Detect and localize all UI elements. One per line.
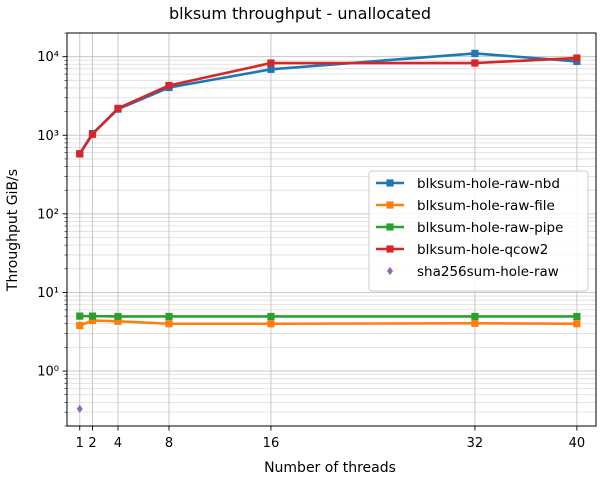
legend-label: sha256sum-hole-raw <box>417 264 559 280</box>
legend-label: blksum-hole-raw-file <box>417 198 555 214</box>
data-point <box>88 130 97 138</box>
ticks: 10⁰ 10¹ 10² 10³ 10⁴ 1 2 4 8 16 32 40 <box>37 32 586 451</box>
series-sha256sum-hole-raw <box>76 404 83 414</box>
series-blksum-hole-raw-nbd <box>76 49 581 158</box>
data-point <box>114 317 122 325</box>
data-point <box>471 319 479 327</box>
series-layer <box>76 49 581 414</box>
data-point <box>267 312 275 321</box>
data-point <box>88 316 97 325</box>
legend-label: blksum-hole-raw-pipe <box>417 220 563 236</box>
data-point <box>471 312 479 321</box>
y-tick-label: 10² <box>37 207 59 222</box>
series-line <box>78 56 577 155</box>
x-tick-label: 40 <box>569 436 586 451</box>
legend-item: blksum-hole-raw-file <box>376 198 555 214</box>
data-point <box>471 49 479 58</box>
y-tick-label: 10³ <box>37 129 59 144</box>
data-point <box>573 54 581 62</box>
x-tick-label: 32 <box>467 436 484 451</box>
data-point <box>386 179 394 187</box>
data-point <box>386 223 394 231</box>
y-tick-label: 10⁰ <box>37 365 59 380</box>
data-point <box>76 321 84 330</box>
data-point <box>114 312 122 321</box>
data-point <box>471 59 479 67</box>
legend-label: blksum-hole-raw-nbd <box>417 176 560 192</box>
y-tick-label: 10¹ <box>37 286 59 301</box>
data-point <box>76 404 83 414</box>
data-point <box>573 312 581 321</box>
data-point <box>386 201 394 209</box>
legend-item: blksum-hole-raw-pipe <box>376 220 563 236</box>
data-point <box>165 81 173 90</box>
x-axis-label: Number of threads <box>264 460 396 476</box>
data-point <box>76 312 84 320</box>
data-point <box>76 150 84 158</box>
data-point <box>267 59 275 67</box>
x-tick-label: 8 <box>165 436 173 451</box>
data-point <box>386 245 394 253</box>
x-tick-label: 16 <box>263 436 280 451</box>
x-tick-label: 1 <box>76 436 84 451</box>
chart-title: blksum throughput - unallocated <box>169 4 431 23</box>
legend-box <box>368 170 589 292</box>
data-point <box>114 104 122 112</box>
y-axis-label: Throughput GiB/s <box>5 169 21 292</box>
data-point <box>573 320 581 328</box>
data-point <box>267 65 275 73</box>
x-tick-label: 2 <box>88 436 96 451</box>
data-point <box>165 320 173 328</box>
legend: blksum-hole-raw-nbd blksum-hole-raw-file b… <box>368 170 589 292</box>
legend-label: blksum-hole-qcow2 <box>417 242 548 258</box>
data-point <box>165 312 173 321</box>
series-blksum-hole-raw-file <box>76 316 581 330</box>
plot-frame <box>66 32 597 427</box>
series-blksum-hole-raw-pipe <box>76 312 581 321</box>
legend-item: blksum-hole-qcow2 <box>376 242 548 258</box>
data-point <box>387 266 393 276</box>
x-tick-label: 4 <box>114 436 122 451</box>
series-blksum-hole-qcow2 <box>76 54 581 158</box>
legend-item: sha256sum-hole-raw <box>387 264 559 280</box>
data-point <box>267 320 275 328</box>
legend-item: blksum-hole-raw-nbd <box>376 176 560 192</box>
series-line <box>79 319 577 327</box>
y-tick-label: 10⁴ <box>37 50 59 65</box>
data-point <box>88 312 97 320</box>
